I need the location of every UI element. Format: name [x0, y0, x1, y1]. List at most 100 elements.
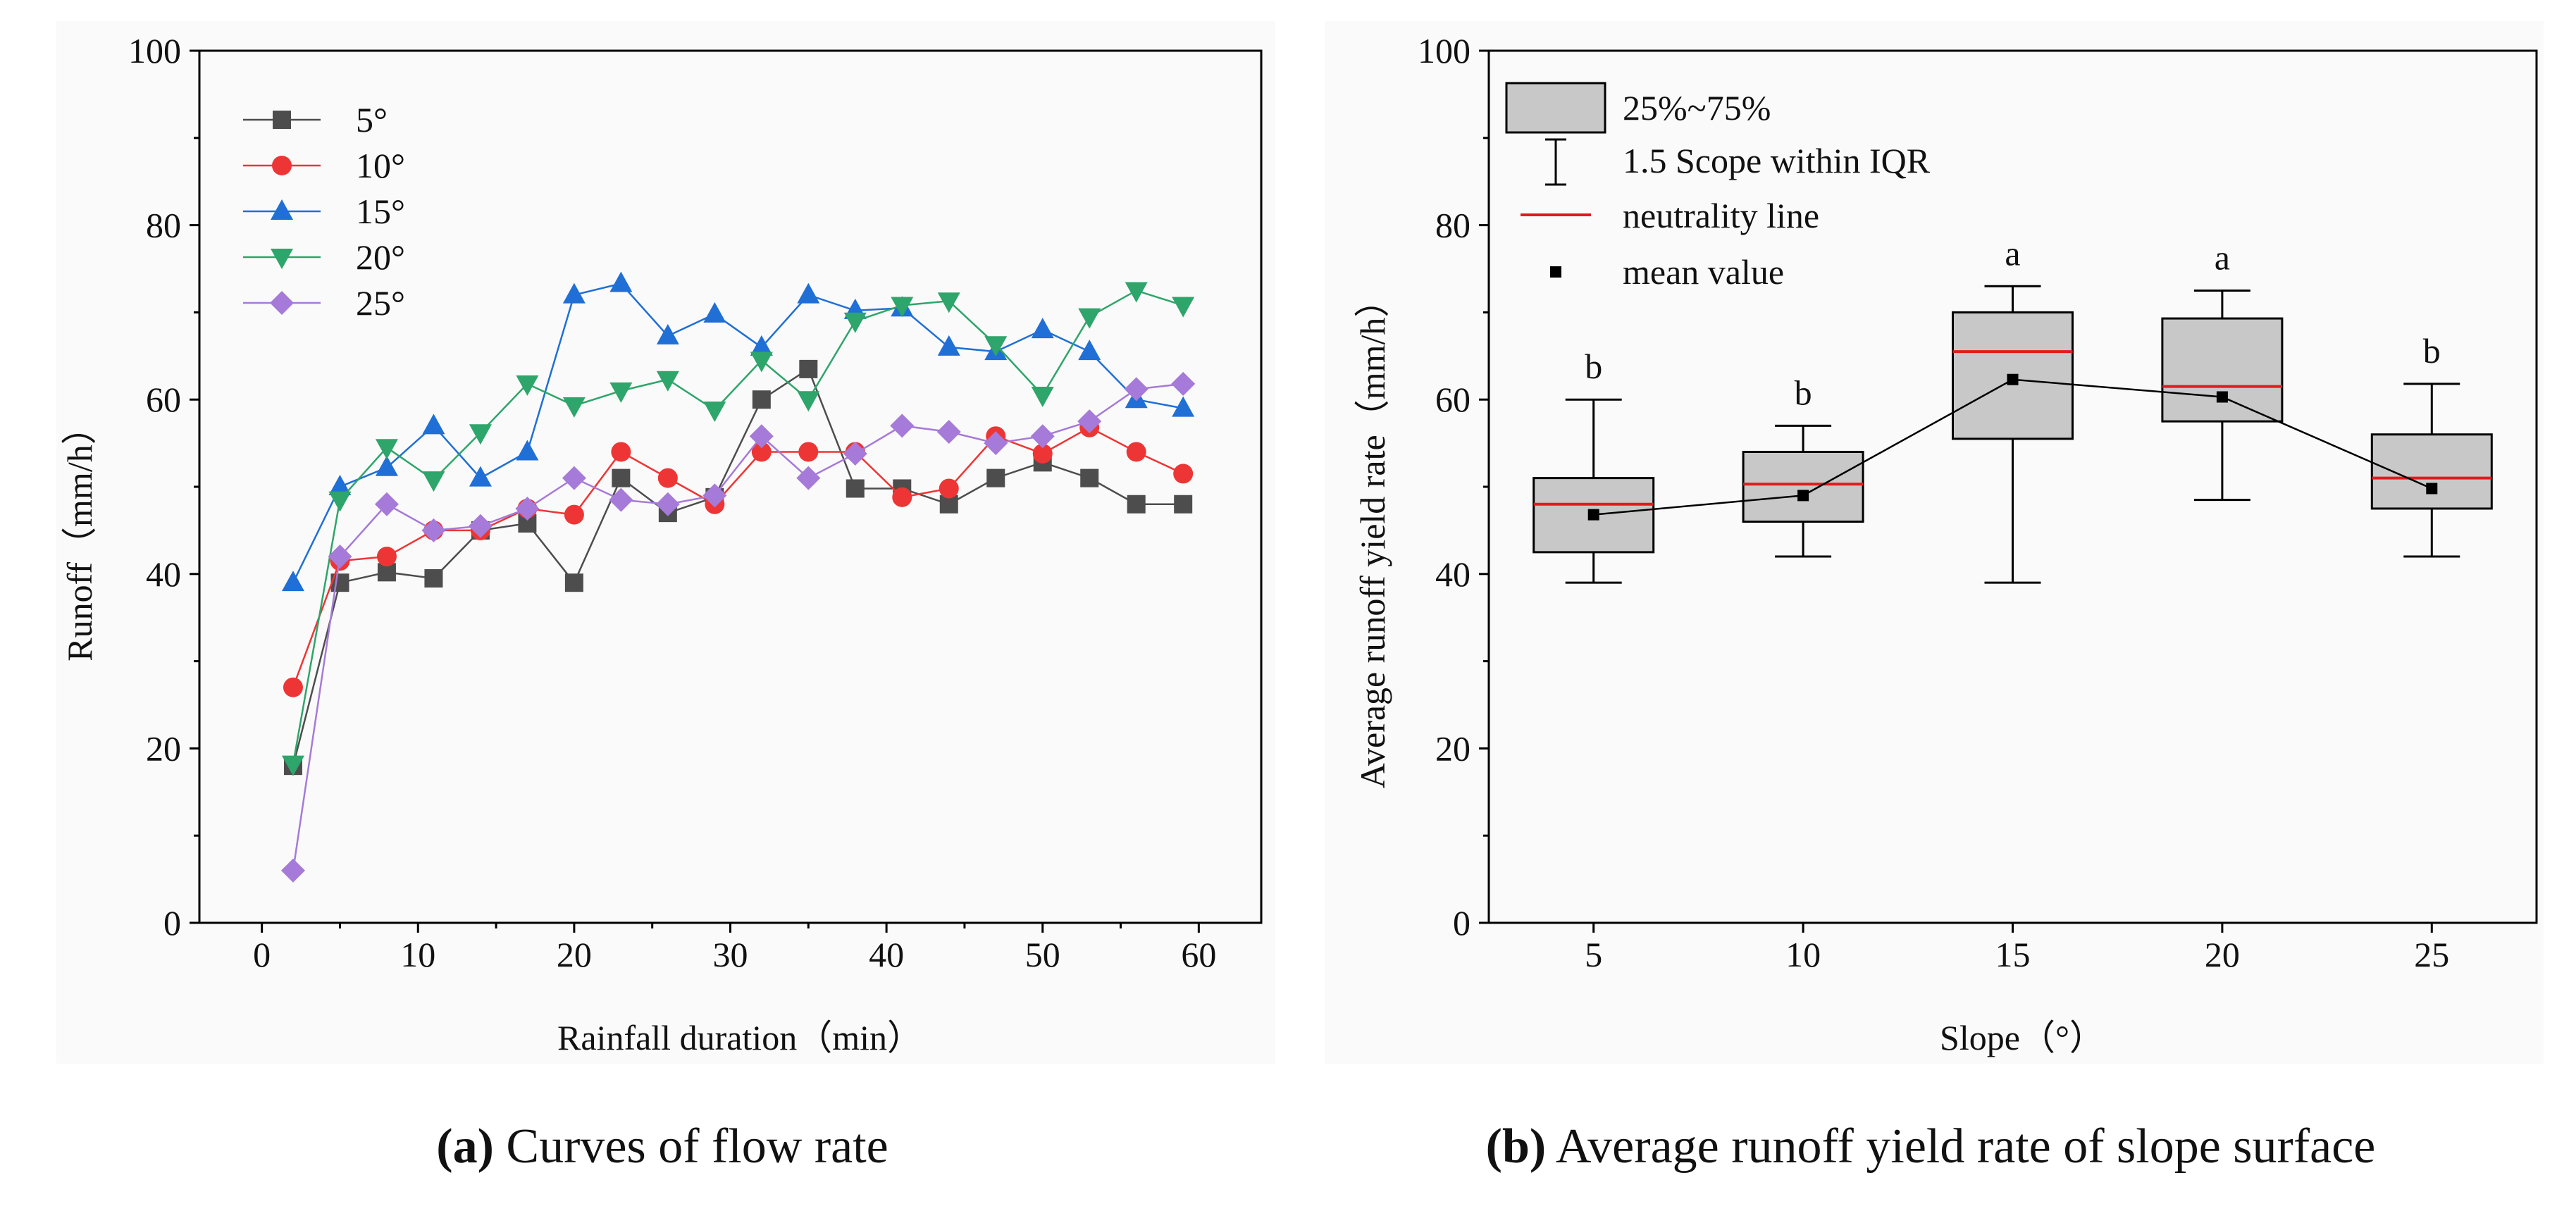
chart-a-legend-label: 20°	[356, 237, 405, 277]
chart-a-legend-label: 10°	[356, 146, 405, 185]
chart-a-data-point	[516, 375, 539, 396]
chart-b-significance-label: a	[2215, 237, 2230, 277]
chart-a-data-point	[1126, 442, 1146, 462]
chart-a-data-point	[937, 335, 960, 356]
chart-b-x-tick-label: 10	[1785, 935, 1821, 974]
chart-a-data-point	[328, 475, 352, 495]
chart-a-data-point	[283, 677, 303, 697]
chart-a-data-point	[798, 442, 819, 462]
chart-a-series-3	[281, 271, 1195, 592]
chart-a-data-point	[752, 390, 771, 409]
chart-b-y-axis-title: Average runoff yield rate（mm/h）	[1353, 282, 1392, 789]
chart-a-legend-marker	[270, 291, 294, 315]
chart-b-y-tick-label: 40	[1435, 554, 1470, 594]
chart-a-y-tick-label: 80	[146, 206, 181, 245]
chart-a-legend-label: 15°	[356, 192, 405, 231]
chart-a-data-point	[749, 424, 774, 449]
chart-b-mean-marker	[1587, 509, 1599, 521]
chart-b-x-tick-label: 25	[2414, 935, 2449, 974]
chart-a-data-point	[562, 397, 586, 418]
chart-b-significance-label: b	[2423, 331, 2441, 371]
chart-b-mean-marker	[2007, 373, 2019, 385]
chart-b-box-20: a	[2161, 237, 2284, 502]
chart-a-data-point	[281, 755, 304, 776]
chart-a-data-point	[890, 414, 915, 438]
chart-b-legend-mean-label: mean value	[1623, 252, 1784, 292]
chart-a-background	[56, 21, 1275, 1064]
chart-a-data-point	[564, 573, 583, 592]
chart-a-data-point	[1172, 396, 1195, 417]
chart-a-data-point	[375, 455, 398, 476]
chart-a-data-point	[1031, 387, 1054, 408]
chart-a-data-point	[843, 441, 867, 466]
chart-a-data-point	[1174, 495, 1193, 514]
chart-a-data-point	[612, 468, 631, 487]
chart-b-background	[1325, 21, 2544, 1064]
chart-a-data-point	[1030, 424, 1055, 449]
chart-a: 0 10 20 30 40 50 60 0 20 40 60 80 100 5° 10° 15° 20° 25°…	[56, 21, 1275, 1174]
chart-a-data-point	[1078, 308, 1101, 329]
chart-a-y-tick-label: 40	[146, 554, 181, 594]
chart-a-data-point	[469, 466, 492, 487]
chart-a-data-point	[328, 545, 352, 569]
chart-b-iqr-box	[1742, 450, 1864, 523]
chart-a-data-point	[891, 297, 914, 318]
chart-b-x-tick-label: 20	[2205, 935, 2240, 974]
chart-a-data-point	[1124, 377, 1148, 402]
chart-b-legend-box-swatch	[1505, 82, 1606, 134]
chart-a-data-point	[797, 391, 820, 412]
chart-b-y-tick-label: 80	[1435, 206, 1470, 245]
chart-a-data-point	[1078, 340, 1101, 361]
chart-a-data-point	[611, 442, 631, 462]
chart-a-data-point	[1173, 464, 1194, 484]
chart-a-data-point	[703, 302, 726, 323]
chart-a-data-point	[515, 496, 540, 521]
chart-a-y-tick-label: 0	[163, 903, 181, 943]
chart-a-data-point	[984, 336, 1008, 357]
chart-a-data-point	[562, 466, 586, 490]
chart-a-x-tick-label: 0	[253, 935, 271, 974]
chart-a-data-point	[469, 424, 492, 445]
chart-a-data-point	[937, 292, 960, 313]
chart-a-legend-marker	[273, 111, 291, 129]
chart-a-caption-letter: a	[453, 1119, 478, 1174]
chart-b-significance-label: b	[1795, 373, 1812, 412]
chart-b-caption-letter: b	[1502, 1119, 1530, 1174]
chart-a-data-point	[1080, 468, 1099, 487]
chart-b-box-10: b	[1742, 373, 1864, 558]
chart-a-data-point	[656, 371, 679, 392]
chart-b-legend-mean-marker	[1550, 266, 1561, 278]
chart-a-data-point	[281, 571, 304, 592]
chart-a-x-axis-title: Rainfall duration（min）	[557, 1018, 922, 1057]
chart-b-legend-median-label: neutrality line	[1623, 196, 1819, 235]
chart-a-data-point	[892, 487, 912, 507]
chart-a-data-point	[376, 547, 397, 567]
chart-a-data-point	[609, 487, 633, 512]
chart-a-data-point	[421, 518, 446, 542]
chart-a-data-point	[280, 858, 305, 883]
chart-b-legend-box-label: 25%~75%	[1623, 88, 1771, 128]
chart-a-data-point	[1032, 443, 1053, 464]
chart-a-x-tick-label: 30	[713, 935, 748, 974]
chart-a-legend-marker	[271, 249, 293, 269]
chart-a-x-tick-label: 60	[1181, 935, 1216, 974]
chart-a-data-point	[656, 323, 679, 344]
chart-a-data-point	[655, 492, 680, 516]
chart-b-x-tick-label: 15	[1995, 935, 2031, 974]
chart-b: 5 10 15 20 25 0 20 40 60 80 100 b b a a b 25%~75% 1.5 S…	[1325, 21, 2544, 1174]
chart-a-series-5	[280, 371, 1196, 883]
chart-b-caption: (b) Average runoff yield rate of slope s…	[1486, 1119, 2376, 1174]
chart-a-data-point	[422, 471, 445, 492]
chart-a-legend-label: 5°	[356, 100, 388, 139]
chart-b-mean-marker	[2216, 391, 2228, 403]
chart-a-data-point	[1171, 371, 1196, 396]
chart-a-data-point	[796, 466, 821, 490]
chart-a-data-point	[750, 352, 773, 373]
chart-a-data-point	[797, 282, 820, 304]
chart-a-data-point	[846, 479, 865, 498]
chart-a-data-point	[424, 568, 443, 588]
chart-b-legend-whisker-label: 1.5 Scope within IQR	[1623, 141, 1931, 180]
chart-a-data-point	[986, 468, 1005, 487]
chart-b-y-tick-label: 60	[1435, 380, 1470, 419]
